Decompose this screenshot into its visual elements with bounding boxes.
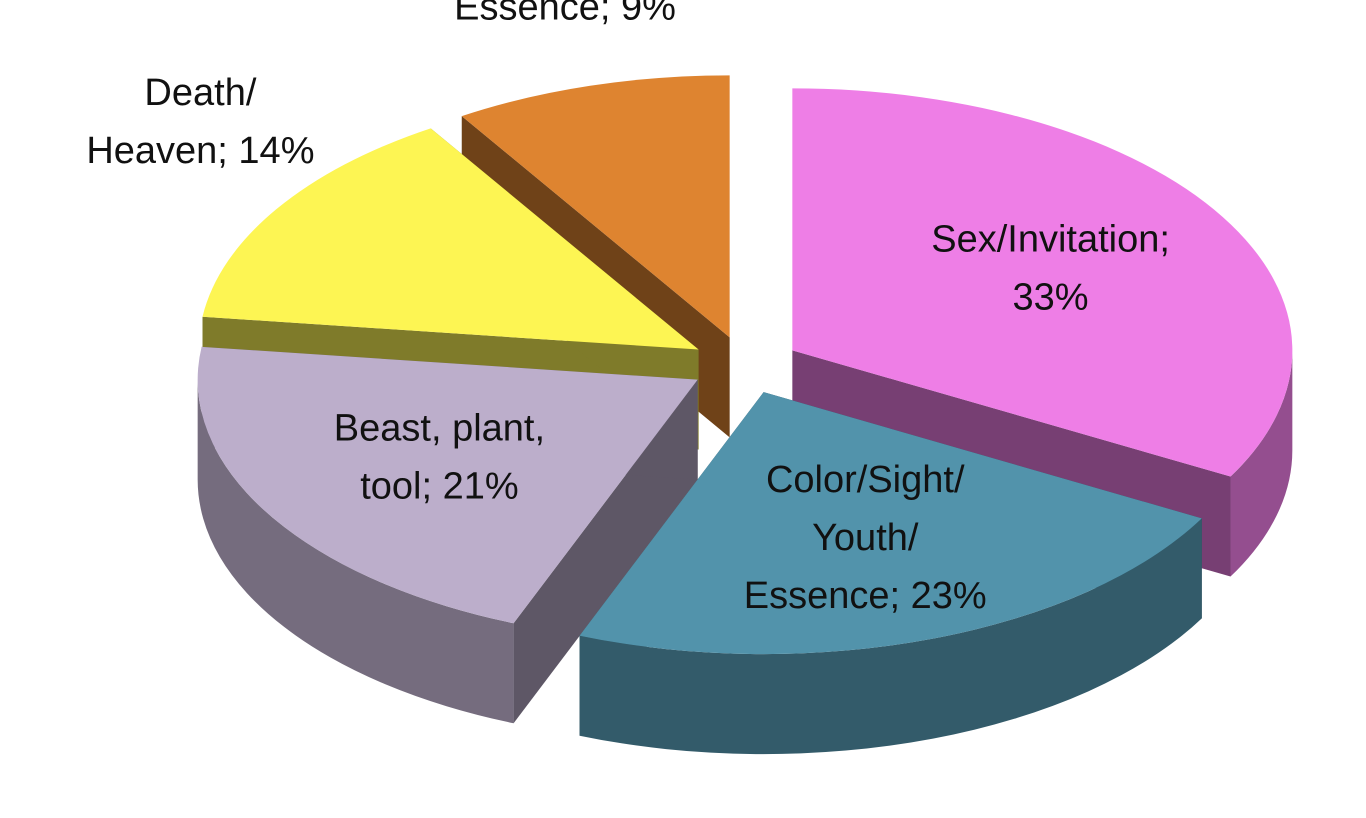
slice-label: Sex/Invitation; [931, 218, 1170, 260]
slice-label: Youth/ [812, 517, 919, 559]
pie-slice [579, 392, 1202, 655]
slice-wall [579, 518, 1202, 755]
slice-label: Heaven; 14% [86, 130, 314, 172]
slice-label: Beast, plant, [334, 408, 545, 450]
pie-slice [461, 75, 730, 338]
slice-label: Death/ [144, 72, 256, 114]
slice-wall [1230, 350, 1293, 577]
slice-label: Essence; 9% [454, 0, 676, 28]
slice-label: Essence; 23% [744, 575, 987, 617]
slice-label: tool; 21% [360, 466, 518, 508]
pie-slice [792, 88, 1293, 477]
slice-label: 33% [1013, 276, 1089, 318]
slice-wall [197, 379, 514, 724]
pie-slice [197, 346, 698, 624]
pie-slice [202, 128, 699, 350]
slice-label: Color/Sight/ [766, 459, 965, 501]
